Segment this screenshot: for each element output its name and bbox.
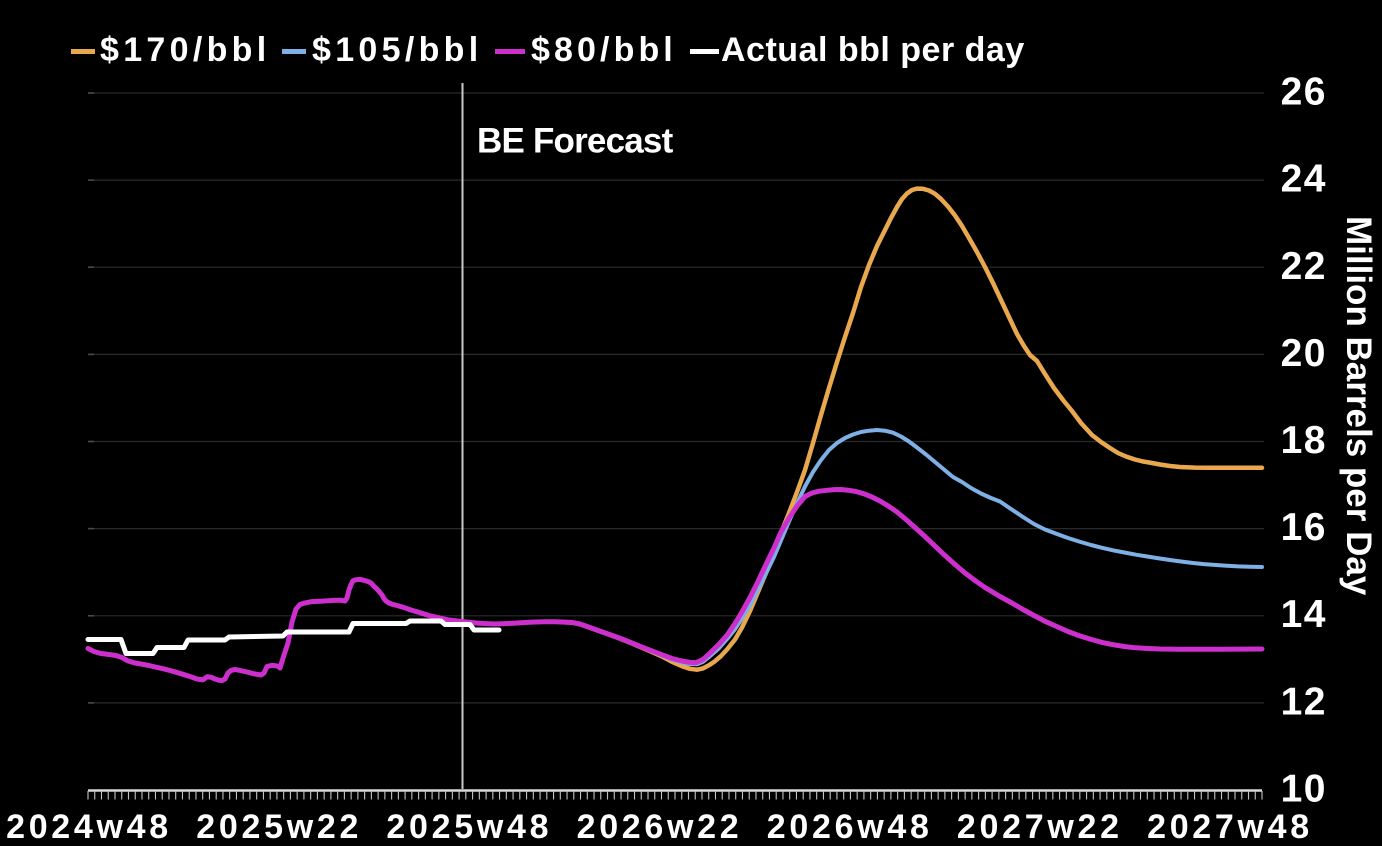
svg-text:$80/bbl: $80/bbl <box>531 31 677 69</box>
svg-text:10: 10 <box>1281 768 1327 811</box>
svg-text:16: 16 <box>1281 506 1327 549</box>
svg-text:20: 20 <box>1281 332 1327 375</box>
svg-text:$170/bbl: $170/bbl <box>100 31 270 69</box>
svg-text:18: 18 <box>1281 419 1327 462</box>
svg-text:22: 22 <box>1281 245 1327 288</box>
svg-text:2027w22: 2027w22 <box>957 808 1123 846</box>
svg-text:2026w22: 2026w22 <box>577 808 743 846</box>
svg-text:2025w48: 2025w48 <box>386 808 552 846</box>
svg-text:2027w48: 2027w48 <box>1147 808 1313 846</box>
svg-text:2026w48: 2026w48 <box>767 808 933 846</box>
svg-text:24: 24 <box>1281 158 1327 201</box>
svg-text:Actual bbl per day: Actual bbl per day <box>721 31 1025 69</box>
svg-text:12: 12 <box>1281 680 1327 723</box>
svg-text:$105/bbl: $105/bbl <box>312 31 482 69</box>
svg-text:2024w48: 2024w48 <box>6 808 172 846</box>
svg-text:BE Forecast: BE Forecast <box>477 122 674 161</box>
svg-text:Million Barrels per Day: Million Barrels per Day <box>1339 216 1378 596</box>
svg-text:14: 14 <box>1281 593 1327 636</box>
svg-text:26: 26 <box>1281 71 1327 114</box>
svg-text:2025w22: 2025w22 <box>196 808 362 846</box>
